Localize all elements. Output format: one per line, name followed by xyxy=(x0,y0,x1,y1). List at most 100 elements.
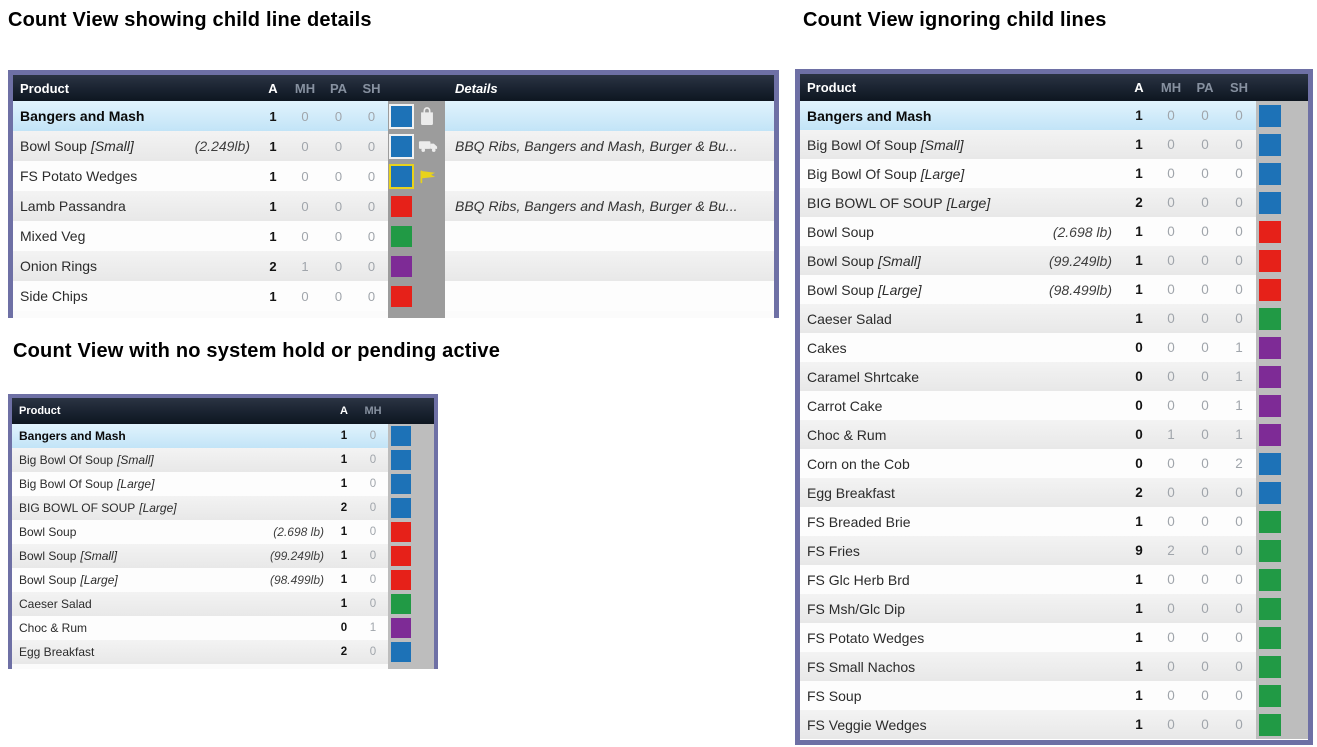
table-row[interactable]: Bowl Soup (2.698 lb) 1 0 0 0 xyxy=(800,217,1308,246)
status-color-swatch-green[interactable] xyxy=(1259,510,1281,533)
status-color-swatch-blue[interactable] xyxy=(391,135,412,157)
table-row[interactable]: Onion Rings 2 1 0 0 xyxy=(13,251,774,281)
table-row[interactable]: Bangers and Mash 1 0 xyxy=(12,424,434,448)
status-color-swatch-green[interactable] xyxy=(1259,713,1281,736)
table-row[interactable]: Bangers and Mash 1 0 0 0 xyxy=(13,101,774,131)
status-color-swatch-purple[interactable] xyxy=(391,618,411,638)
product-name: Caeser Salad xyxy=(807,310,892,327)
status-color-swatch-green[interactable] xyxy=(1259,539,1281,562)
table-row[interactable]: BIG BOWL OF SOUP [Large] 2 0 xyxy=(12,496,434,520)
table-row[interactable]: Cakes 0 0 0 1 xyxy=(800,333,1308,362)
status-color-swatch-red[interactable] xyxy=(1259,278,1281,301)
table-row[interactable]: FS Soup 1 0 0 0 xyxy=(800,681,1308,710)
table-row[interactable]: BIG BOWL OF SOUP [Large] 2 0 0 0 xyxy=(800,188,1308,217)
count-a: 1 xyxy=(1135,572,1143,587)
table-row[interactable]: Caramel Shrtcake 0 0 0 1 xyxy=(800,362,1308,391)
count-sh: 0 xyxy=(367,258,376,274)
status-color-swatch-blue[interactable] xyxy=(391,474,411,494)
product-name: Caramel Shrtcake xyxy=(807,368,920,385)
table-row[interactable]: Side Chips 1 0 0 0 xyxy=(13,281,774,311)
status-color-swatch-red[interactable] xyxy=(391,195,412,217)
table-row[interactable]: FS Glc Herb Brd 1 0 0 0 xyxy=(800,565,1308,594)
section-title-child-details: Count View showing child line details xyxy=(8,9,372,31)
table-row[interactable]: Bangers and Mash 1 0 0 0 xyxy=(800,101,1308,130)
status-color-swatch-blue[interactable] xyxy=(391,105,412,127)
status-color-swatch-blue[interactable] xyxy=(1259,191,1281,214)
status-color-swatch-blue[interactable] xyxy=(1259,162,1281,185)
table-row[interactable]: Choc & Rum 0 1 0 1 xyxy=(800,420,1308,449)
table-row[interactable]: Carrot Cake 0 0 0 1 xyxy=(800,391,1308,420)
status-strip xyxy=(1256,420,1308,449)
table-row[interactable]: Lamb Passandra 1 0 0 0 BBQ Ribs, Bangers and … xyxy=(13,191,774,221)
status-color-swatch-green[interactable] xyxy=(1259,655,1281,678)
table-row[interactable]: Bowl Soup [Small] (99.249lb) 1 0 xyxy=(12,544,434,568)
table-header: Product A MH PA SH Details xyxy=(13,75,774,101)
status-color-swatch-purple[interactable] xyxy=(1259,365,1281,388)
status-color-swatch-green[interactable] xyxy=(391,225,412,247)
table-row[interactable]: Big Bowl Of Soup [Large] 1 0 xyxy=(12,472,434,496)
count-pa: 0 xyxy=(1201,369,1209,384)
table-row[interactable]: Big Bowl Of Soup [Small] 1 0 xyxy=(12,448,434,472)
status-color-swatch-red[interactable] xyxy=(391,570,411,590)
status-color-swatch-red[interactable] xyxy=(391,522,411,542)
table-row[interactable]: Egg Breakfast 2 0 0 0 xyxy=(800,478,1308,507)
status-color-swatch-green[interactable] xyxy=(1259,684,1281,707)
table-row[interactable]: Caeser Salad 1 0 xyxy=(12,592,434,616)
status-color-swatch-green[interactable] xyxy=(1259,568,1281,591)
status-color-swatch-green[interactable] xyxy=(1259,307,1281,330)
table-row[interactable]: FS Potato Wedges 1 0 0 0 xyxy=(800,623,1308,652)
count-sh: 0 xyxy=(1235,195,1243,210)
table-row[interactable]: FS Breaded Brie 1 0 0 0 xyxy=(800,507,1308,536)
count-mh: 0 xyxy=(1167,166,1175,181)
status-color-swatch-red[interactable] xyxy=(391,285,412,307)
table-row[interactable]: FS Small Nachos 1 0 0 0 xyxy=(800,652,1308,681)
status-color-swatch-green[interactable] xyxy=(1259,626,1281,649)
table-row[interactable]: FS Fries 9 2 0 0 xyxy=(800,536,1308,565)
table-row[interactable]: Bowl Soup [Large] (98.499lb) 1 0 0 0 xyxy=(800,275,1308,304)
status-color-swatch-red[interactable] xyxy=(1259,249,1281,272)
table-row[interactable]: Mixed Veg 1 0 0 0 xyxy=(13,221,774,251)
status-color-swatch-purple[interactable] xyxy=(1259,423,1281,446)
status-color-swatch-green[interactable] xyxy=(1259,597,1281,620)
table-row[interactable]: Big Bowl Of Soup [Large] 1 0 0 0 xyxy=(800,159,1308,188)
count-mh: 0 xyxy=(369,454,377,466)
table-row[interactable]: Egg Breakfast 2 0 xyxy=(12,640,434,664)
status-color-swatch-red[interactable] xyxy=(1259,220,1281,243)
count-sh: 0 xyxy=(1235,166,1243,181)
status-strip xyxy=(388,640,434,664)
table-row[interactable]: Bowl Soup [Small] (99.249lb) 1 0 0 0 xyxy=(800,246,1308,275)
status-color-swatch-blue[interactable] xyxy=(1259,133,1281,156)
status-color-swatch-blue[interactable] xyxy=(391,642,411,662)
count-sh: 0 xyxy=(1235,572,1243,587)
table-row[interactable]: Bowl Soup (2.698 lb) 1 0 xyxy=(12,520,434,544)
table-row[interactable]: Corn on the Cob 0 0 0 2 xyxy=(800,449,1308,478)
count-sh: 0 xyxy=(367,228,376,244)
count-a: 1 xyxy=(340,526,348,538)
table-row[interactable]: Caeser Salad 1 0 0 0 xyxy=(800,304,1308,333)
status-color-swatch-blue[interactable] xyxy=(1259,104,1281,127)
table-row[interactable]: Bowl Soup [Large] (98.499lb) 1 0 xyxy=(12,568,434,592)
status-color-swatch-red[interactable] xyxy=(391,546,411,566)
table-row[interactable]: Big Bowl Of Soup [Small] 1 0 0 0 xyxy=(800,130,1308,159)
status-color-swatch-blue[interactable] xyxy=(391,165,412,187)
table-row[interactable]: FS Potato Wedges 1 0 0 0 xyxy=(13,161,774,191)
status-color-swatch-blue[interactable] xyxy=(391,450,411,470)
status-color-swatch-blue[interactable] xyxy=(1259,452,1281,475)
product-cell: Big Bowl Of Soup [Large] xyxy=(800,166,1124,182)
status-color-swatch-purple[interactable] xyxy=(1259,394,1281,417)
status-color-swatch-blue[interactable] xyxy=(391,498,411,518)
table-row[interactable]: Bowl Soup [Small] (2.249lb) 1 0 0 0 BBQ Ribs, B… xyxy=(13,131,774,161)
status-color-swatch-blue[interactable] xyxy=(391,426,411,446)
product-cell: Bangers and Mash xyxy=(800,108,1124,124)
status-color-swatch-blue[interactable] xyxy=(1259,481,1281,504)
status-color-swatch-purple[interactable] xyxy=(1259,336,1281,359)
count-a: 1 xyxy=(269,228,277,244)
product-cell: Choc & Rum xyxy=(800,427,1124,443)
status-color-swatch-purple[interactable] xyxy=(391,255,412,277)
count-a: 1 xyxy=(1135,601,1143,616)
table-row[interactable]: Choc & Rum 0 1 xyxy=(12,616,434,640)
table-row[interactable]: FS Msh/Glc Dip 1 0 0 0 xyxy=(800,594,1308,623)
count-a: 0 xyxy=(1135,369,1143,384)
status-color-swatch-green[interactable] xyxy=(391,594,411,614)
table-row[interactable]: FS Veggie Wedges 1 0 0 0 xyxy=(800,710,1308,739)
